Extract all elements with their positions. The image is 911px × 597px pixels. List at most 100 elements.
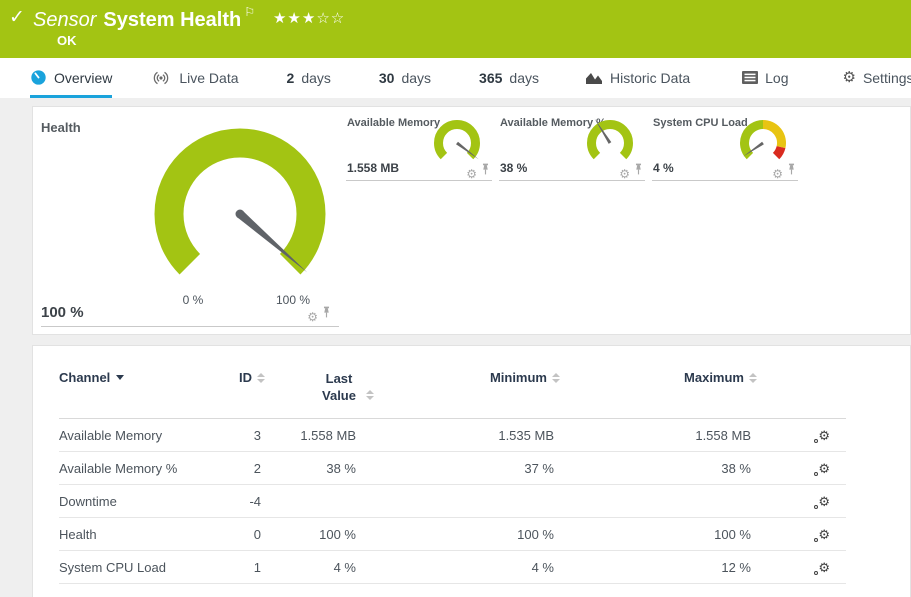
channel-id: 2 (209, 451, 269, 485)
channel-id: 1 (209, 550, 269, 584)
channel-minimum: 4 % (374, 550, 574, 584)
gear-icon[interactable]: ⚙ (466, 167, 477, 181)
tab-number: 365 (479, 69, 503, 86)
sort-icon (749, 373, 757, 383)
tab-historic-data[interactable]: Historic Data (585, 58, 690, 98)
gauge-icon (30, 69, 47, 86)
health-gauge-widget: Health 0 % 100 % 100 % ⚙ (33, 107, 339, 334)
channel-minimum (374, 484, 574, 518)
channel-last-value: 4 % (269, 550, 374, 584)
channel-name[interactable]: Available Memory % (59, 451, 209, 485)
column-header-last-value[interactable]: Last Value (269, 346, 374, 419)
overview-content: Health 0 % 100 % 100 % ⚙ Available Memor… (0, 98, 911, 597)
channel-settings-icon[interactable]: ⚙ (814, 495, 830, 509)
column-header-id[interactable]: ID (209, 346, 269, 419)
channel-maximum: 38 % (574, 451, 771, 485)
tab-log[interactable]: Log (742, 58, 788, 98)
tab-label: Live Data (179, 69, 239, 86)
channel-name[interactable]: Downtime (59, 484, 209, 518)
channel-settings-icon[interactable]: ⚙ (814, 561, 830, 575)
table-header-row: Channel ID Last Value Minimum Maximum (59, 346, 846, 419)
tab-30-days[interactable]: 30 days (379, 58, 431, 98)
gear-icon[interactable]: ⚙ (307, 310, 318, 324)
gauge-scale-max: 100 % (275, 293, 311, 307)
historic-chart-icon (585, 70, 603, 85)
column-header-actions (771, 346, 846, 419)
channel-settings-icon[interactable]: ⚙ (814, 528, 830, 542)
pin-icon[interactable] (787, 162, 796, 180)
tab-label: Overview (54, 69, 113, 86)
column-header-minimum[interactable]: Minimum (374, 346, 574, 419)
sensor-tab-bar: Overview Live Data 2 days 30 days 365 da… (0, 58, 911, 98)
table-row: Available Memory 3 1.558 MB 1.535 MB 1.5… (59, 418, 846, 452)
sensor-type-label: Sensor (33, 9, 97, 31)
gear-icon[interactable]: ⚙ (619, 167, 630, 181)
gauge-scale-min: 0 % (182, 293, 204, 307)
channel-maximum: 100 % (574, 517, 771, 551)
tab-live-data[interactable]: Live Data (150, 58, 239, 98)
gauge-title: Health (41, 120, 81, 135)
available-memory-gauge (434, 120, 480, 160)
tab-365-days[interactable]: 365 days (479, 58, 539, 98)
gauge-title: System CPU Load (653, 117, 748, 129)
sensor-status-bar: ✓ Sensor System Health ⚐ ★★★☆☆ OK (0, 0, 911, 58)
tab-label: Historic Data (609, 69, 691, 86)
sort-icon (366, 390, 374, 400)
channel-id: -4 (209, 484, 269, 518)
channel-id: 0 (209, 517, 269, 551)
health-gauge (154, 128, 326, 275)
channel-settings-icon[interactable]: ⚙ (814, 429, 830, 443)
tab-number: 2 (286, 69, 295, 86)
sort-desc-icon (116, 375, 125, 380)
gauge-title: Available Memory % (500, 117, 606, 129)
column-header-maximum[interactable]: Maximum (574, 346, 771, 419)
sensor-status-text: OK (57, 33, 77, 48)
widget-divider (41, 326, 339, 327)
channel-minimum: 100 % (374, 517, 574, 551)
log-list-icon (742, 71, 759, 84)
stars-empty: ☆☆ (316, 10, 346, 27)
gauge-value: 38 % (500, 161, 528, 175)
table-row: Available Memory % 2 38 % 37 % 38 % ⚙ (59, 451, 846, 485)
channel-name[interactable]: System CPU Load (59, 550, 209, 584)
channel-last-value: 100 % (269, 517, 374, 551)
widget-divider (346, 180, 492, 181)
channel-last-value: 38 % (269, 451, 374, 485)
settings-gear-icon: ⚙ (842, 69, 856, 86)
channel-name[interactable]: Available Memory (59, 418, 209, 452)
channel-maximum (574, 484, 771, 518)
gauges-panel: Health 0 % 100 % 100 % ⚙ Available Memor… (32, 106, 911, 335)
table-row: System CPU Load 1 4 % 4 % 12 % ⚙ (59, 550, 846, 584)
channel-minimum: 1.535 MB (374, 418, 574, 452)
table-row: Downtime -4 ⚙ (59, 484, 846, 518)
tab-settings[interactable]: ⚙ Settings (842, 58, 911, 98)
sensor-title[interactable]: System Health (103, 9, 242, 31)
tab-label: Log (765, 69, 789, 86)
channels-table: Channel ID Last Value Minimum Maximum (59, 346, 846, 584)
pin-icon[interactable] (322, 305, 331, 323)
available-memory-pct-gauge (587, 118, 633, 160)
gear-icon[interactable]: ⚙ (772, 167, 783, 181)
channel-maximum: 12 % (574, 550, 771, 584)
widget-divider (499, 180, 645, 181)
channel-last-value: 1.558 MB (269, 418, 374, 452)
status-ok-check-icon: ✓ (9, 7, 25, 28)
tab-overview[interactable]: Overview (30, 58, 113, 98)
priority-star-rating[interactable]: ★★★☆☆ (273, 10, 345, 27)
channels-panel: Channel ID Last Value Minimum Maximum (32, 345, 911, 597)
channel-settings-icon[interactable]: ⚙ (814, 462, 830, 476)
pin-icon[interactable] (634, 162, 643, 180)
mini-gauge-widget-system-cpu-load: System CPU Load 4 % ⚙ (650, 113, 798, 181)
channel-id: 3 (209, 418, 269, 452)
gauge-value: 100 % (41, 304, 84, 321)
sort-icon (552, 373, 560, 383)
gauge-title: Available Memory (347, 117, 441, 129)
channel-last-value (269, 484, 374, 518)
tab-2-days[interactable]: 2 days (287, 58, 331, 98)
pin-icon[interactable] (481, 162, 490, 180)
column-header-channel[interactable]: Channel (59, 346, 209, 419)
channel-name[interactable]: Health (59, 517, 209, 551)
priority-flag-icon[interactable]: ⚐ (244, 5, 255, 19)
mini-gauge-widget-available-memory-pct: Available Memory % 38 % ⚙ (497, 113, 645, 181)
table-row: Health 0 100 % 100 % 100 % ⚙ (59, 517, 846, 551)
